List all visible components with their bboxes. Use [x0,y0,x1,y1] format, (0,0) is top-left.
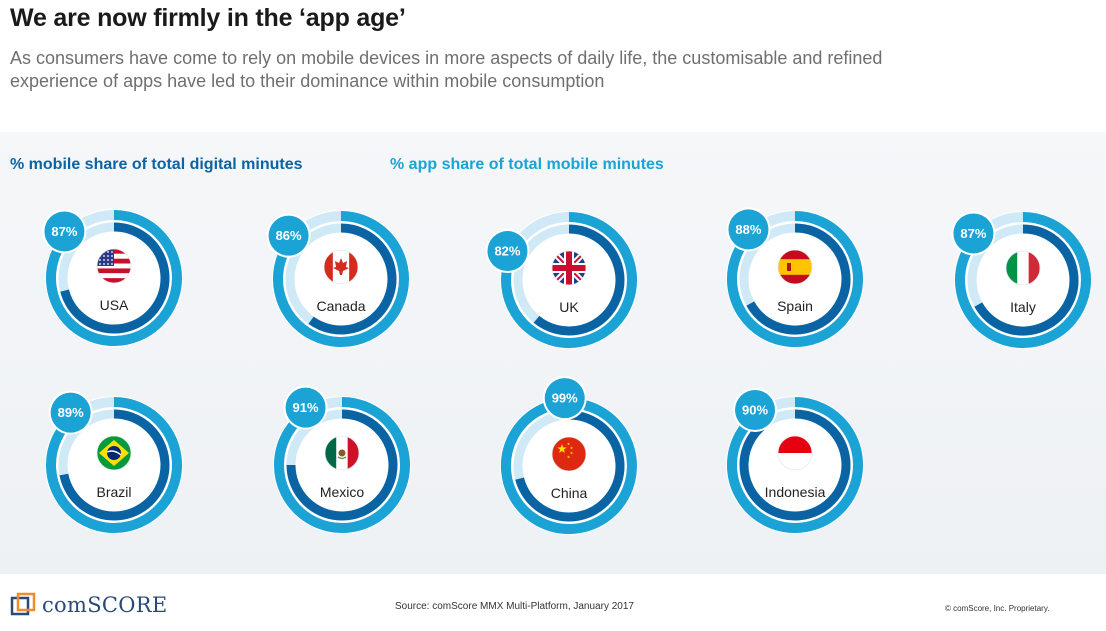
flag-uk-icon [552,251,586,285]
page-subtitle: As consumers have come to rely on mobile… [10,48,883,91]
app-share-label: 88% [735,222,761,237]
donut-indonesia: Indonesia 90% [726,387,864,534]
app-share-label: 91% [293,400,319,415]
comscore-wordmark: comSCORE [42,593,168,617]
app-share-badge [728,209,769,250]
flag-spain-icon [778,250,812,284]
mobile-share-arc [59,409,170,521]
app-share-badge [953,213,994,254]
country-label: Canada [316,298,365,314]
app-share-arc [727,211,863,347]
app-share-label: 87% [960,226,986,241]
donut-usa: USA 87% [42,209,183,347]
country-label: Italy [1010,299,1036,315]
flag-usa-icon [97,249,131,283]
app-share-badge [268,215,309,256]
country-label: Spain [777,298,813,314]
app-share-badge [44,211,85,252]
country-label: Indonesia [765,484,826,500]
flag-mexico-icon [325,436,359,470]
source-note: Source: comScore MMX Multi-Platform, Jan… [395,601,634,612]
app-share-arc [955,212,1091,348]
flag-italy-icon [1006,251,1040,285]
app-share-badge [735,389,776,430]
flag-china-icon [552,437,586,471]
app-share-label: 89% [58,405,84,420]
country-label: USA [100,297,129,313]
donut-uk: UK 82% [485,211,638,349]
mobile-share-arc [515,410,625,522]
app-share-label: 86% [276,228,302,243]
mobile-share-arc [533,224,625,336]
legend-mobile-share: % mobile share of total digital minutes [10,156,303,173]
donut-canada: Canada 86% [266,210,410,348]
app-share-arc [727,397,863,533]
app-share-arc [46,397,182,533]
mobile-share-arc [308,223,397,335]
comscore-logo: comSCORE [10,590,168,620]
app-share-label: 87% [51,224,77,239]
flag-canada-icon [324,250,358,284]
app-share-badge [544,378,585,419]
country-label: UK [559,299,579,315]
legend-app-share: % app share of total mobile minutes [390,156,664,173]
donut-china: China 99% [500,376,638,535]
app-share-arc [273,211,409,347]
mobile-share-arc [974,224,1079,336]
app-share-badge [487,231,528,272]
flag-indonesia-icon [778,436,812,470]
country-label: China [551,485,588,501]
donut-italy: Italy 87% [951,211,1092,349]
mobile-share-arc [746,223,851,335]
country-label: Brazil [96,484,131,500]
app-share-label: 82% [494,244,520,259]
donut-mexico: Mexico 91% [273,385,411,534]
donut-spain: Spain 88% [726,207,864,348]
app-share-badge [50,392,91,433]
mobile-share-arc [739,409,851,521]
app-share-arc [500,398,637,534]
mobile-share-arc [286,409,398,521]
app-share-arc [501,212,637,348]
comscore-logo-icon [10,592,36,616]
mobile-share-arc [60,222,170,334]
app-share-arc [46,210,182,346]
page-title: We are now firmly in the ‘app age’ [10,4,406,32]
flag-brazil-icon [97,436,131,470]
copyright-note: © comScore, Inc. Proprietary. [945,604,1050,613]
country-label: Mexico [320,484,365,500]
app-share-arc [274,397,410,533]
app-share-badge [285,387,326,428]
app-share-label: 90% [742,402,768,417]
app-share-label: 99% [552,391,578,406]
donut-brazil: Brazil 89% [45,390,183,534]
